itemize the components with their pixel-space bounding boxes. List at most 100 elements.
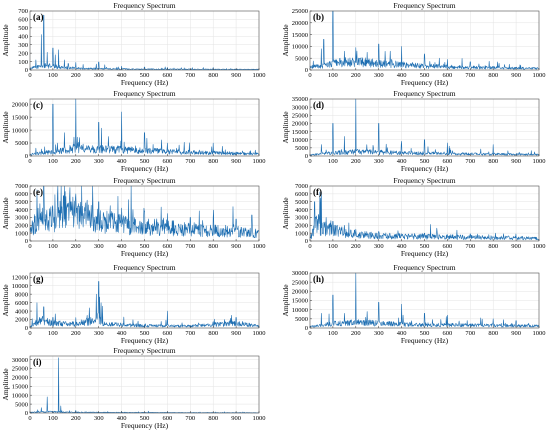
x-tick-label: 1000 — [253, 243, 266, 250]
x-tick-label: 400 — [117, 415, 127, 422]
chart-panel-g: 0 100 200 300 400 500 600 700 800 900 100002000400… — [1, 263, 266, 345]
x-tick-label: 800 — [488, 243, 498, 250]
x-tick-label: 600 — [443, 72, 453, 79]
chart-panel-i: 0 100 200 300 400 500 600 700 800 900 100005000100… — [1, 346, 266, 430]
x-tick-label: 300 — [94, 72, 104, 79]
x-tick-label: 700 — [185, 158, 195, 165]
chart-title: Frequency Spectrum — [393, 1, 455, 10]
chart-title: Frequency Spectrum — [113, 176, 175, 185]
x-tick-label: 400 — [397, 72, 407, 79]
x-tick-label: 600 — [443, 243, 453, 250]
panel-label: (b) — [313, 12, 324, 22]
x-axis-label: Frequency (Hz) — [121, 249, 169, 258]
x-tick-label: 500 — [140, 243, 150, 250]
y-tick-label: 5000 — [15, 140, 28, 147]
x-tick-label: 800 — [488, 158, 498, 165]
y-tick-label: 15000 — [292, 129, 308, 136]
x-tick-label: 300 — [94, 415, 104, 422]
x-tick-label: 400 — [117, 243, 127, 250]
x-tick-label: 400 — [117, 158, 127, 165]
y-axis-label: Amplitude — [1, 197, 10, 230]
x-tick-label: 500 — [140, 415, 150, 422]
panel-label: (d) — [313, 100, 324, 110]
x-tick-label: 800 — [208, 415, 218, 422]
x-axis-label: Frequency (Hz) — [401, 78, 449, 87]
x-tick-label: 800 — [488, 72, 498, 79]
y-tick-label: 10000 — [12, 127, 28, 134]
y-tick-label: 1000 — [295, 230, 308, 237]
y-tick-label: 20000 — [292, 121, 308, 128]
x-tick-label: 100 — [48, 72, 58, 79]
x-axis-label: Frequency (Hz) — [121, 164, 169, 173]
x-tick-label: 700 — [185, 72, 195, 79]
x-axis-label: Frequency (Hz) — [121, 421, 169, 430]
x-tick-label: 900 — [231, 158, 241, 165]
x-tick-label: 500 — [140, 330, 150, 337]
x-tick-label: 900 — [511, 243, 521, 250]
y-tick-label: 4000 — [295, 207, 308, 214]
x-tick-label: 0 — [28, 243, 31, 250]
x-tick-label: 800 — [208, 243, 218, 250]
y-tick-label: 0 — [25, 67, 28, 74]
x-tick-label: 900 — [511, 330, 521, 337]
x-tick-label: 900 — [231, 72, 241, 79]
x-tick-label: 600 — [163, 415, 173, 422]
x-tick-label: 500 — [140, 72, 150, 79]
y-tick-label: 0 — [25, 153, 28, 160]
y-tick-label: 6000 — [15, 191, 28, 198]
y-tick-label: 0 — [305, 153, 308, 160]
x-tick-label: 0 — [308, 72, 311, 79]
series-line — [29, 281, 259, 328]
x-tick-label: 1000 — [253, 415, 266, 422]
y-tick-label: 30000 — [12, 357, 28, 364]
y-tick-label: 0 — [305, 67, 308, 74]
x-tick-label: 100 — [48, 330, 58, 337]
y-axis-label: Amplitude — [281, 111, 290, 144]
x-tick-label: 400 — [397, 243, 407, 250]
x-tick-label: 1000 — [253, 72, 266, 79]
chart-panel-e: 0 100 200 300 400 500 600 700 800 900 100001000200… — [1, 176, 266, 258]
y-tick-label: 10000 — [12, 392, 28, 399]
x-tick-label: 100 — [48, 415, 58, 422]
y-tick-label: 5000 — [295, 199, 308, 206]
x-tick-label: 500 — [420, 330, 430, 337]
x-tick-label: 300 — [374, 243, 384, 250]
y-tick-label: 5000 — [295, 316, 308, 323]
chart-title: Frequency Spectrum — [113, 1, 175, 10]
y-tick-label: 5000 — [295, 145, 308, 152]
y-axis-label: Amplitude — [281, 197, 290, 230]
chart-title: Frequency Spectrum — [113, 346, 175, 355]
x-tick-label: 100 — [328, 72, 338, 79]
x-tick-label: 0 — [28, 158, 31, 165]
y-tick-label: 700 — [18, 8, 28, 15]
y-tick-label: 10000 — [292, 44, 308, 51]
x-tick-label: 400 — [117, 330, 127, 337]
x-tick-label: 300 — [94, 243, 104, 250]
x-tick-label: 0 — [308, 243, 311, 250]
x-tick-label: 200 — [351, 330, 361, 337]
x-tick-label: 300 — [374, 158, 384, 165]
y-tick-label: 15000 — [12, 383, 28, 390]
x-tick-label: 200 — [351, 243, 361, 250]
x-tick-label: 400 — [397, 330, 407, 337]
x-tick-label: 700 — [185, 415, 195, 422]
y-tick-label: 5000 — [15, 401, 28, 408]
x-axis-label: Frequency (Hz) — [121, 336, 169, 345]
x-tick-label: 200 — [351, 158, 361, 165]
y-axis-label: Amplitude — [281, 24, 290, 57]
y-axis-label: Amplitude — [1, 284, 10, 317]
chart-panel-h: 0 100 200 300 400 500 600 700 800 900 100005000100… — [281, 263, 546, 345]
x-tick-label: 600 — [443, 158, 453, 165]
x-tick-label: 400 — [397, 158, 407, 165]
y-tick-label: 25000 — [292, 279, 308, 286]
x-tick-label: 500 — [140, 158, 150, 165]
x-tick-label: 1000 — [253, 158, 266, 165]
panel-label: (a) — [33, 12, 44, 22]
y-tick-label: 8000 — [15, 291, 28, 298]
x-tick-label: 700 — [185, 330, 195, 337]
y-tick-label: 1000 — [15, 230, 28, 237]
x-tick-label: 200 — [71, 415, 81, 422]
series-line — [309, 98, 539, 156]
y-tick-label: 0 — [25, 325, 28, 332]
y-tick-label: 20000 — [292, 289, 308, 296]
